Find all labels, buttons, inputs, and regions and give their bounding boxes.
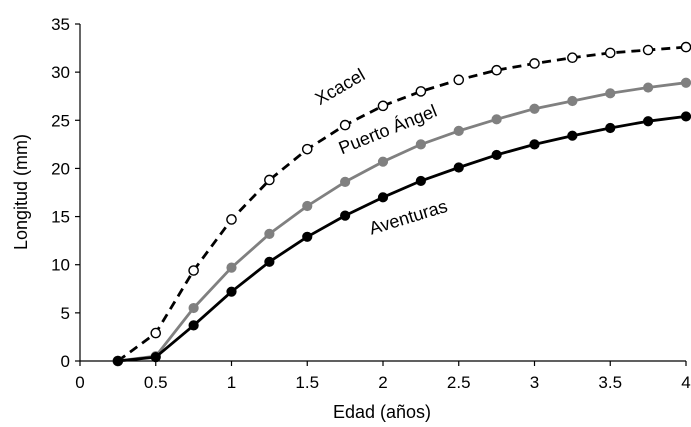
- data-point: [226, 214, 237, 225]
- data-point: [340, 210, 351, 221]
- y-tick-label: 20: [51, 159, 70, 178]
- data-point: [150, 352, 161, 363]
- data-point: [491, 149, 502, 161]
- data-point: [415, 86, 427, 97]
- y-tick-label: 10: [51, 256, 70, 275]
- x-tick-label: 2.5: [447, 373, 471, 392]
- y-axis-title: Longitud (mm): [11, 134, 31, 250]
- data-point: [188, 302, 199, 314]
- data-point: [491, 64, 502, 76]
- data-point: [112, 355, 123, 367]
- x-tick-label: 1: [227, 373, 236, 392]
- data-point: [264, 228, 275, 240]
- data-point: [226, 286, 237, 297]
- y-ticks: 0 5 10 15 20 25 30 35: [51, 15, 80, 371]
- data-point: [604, 47, 616, 59]
- data-point: [339, 119, 351, 131]
- data-point: [188, 320, 199, 331]
- data-point: [377, 100, 389, 112]
- data-point: [567, 52, 578, 64]
- x-ticks: 0 0.5 1 1.5 2 2.5 3 3.5 4: [75, 361, 691, 392]
- x-tick-label: 2: [378, 373, 387, 392]
- data-point: [377, 192, 389, 203]
- y-tick-label: 5: [61, 304, 70, 323]
- x-tick-label: 1.5: [295, 373, 319, 392]
- x-tick-label: 3.5: [598, 373, 622, 392]
- series-label-aventuras: Aventuras: [367, 196, 450, 239]
- data-point: [643, 82, 654, 93]
- data-point: [415, 139, 426, 150]
- data-point: [680, 77, 691, 88]
- data-point: [567, 130, 578, 141]
- x-tick-label: 4: [681, 373, 690, 392]
- data-point: [529, 103, 540, 114]
- x-tick-label: 0: [75, 373, 84, 392]
- series-group: [112, 41, 691, 367]
- y-tick-label: 35: [51, 15, 70, 34]
- data-point: [605, 88, 616, 99]
- data-point: [453, 125, 464, 136]
- y-tick-label: 15: [51, 208, 70, 227]
- series-label-xcacel: Xcacel: [312, 65, 369, 109]
- data-point: [680, 111, 691, 122]
- data-point: [643, 116, 654, 127]
- labels-layer: Xcacel Puerto Ángel Aventuras: [312, 65, 450, 239]
- data-point: [188, 265, 199, 276]
- data-point: [302, 231, 313, 242]
- x-tick-label: 3: [530, 373, 539, 392]
- data-point: [302, 200, 313, 212]
- series-label-puerto-angel: Puerto Ángel: [336, 101, 440, 159]
- x-axis-title: Edad (años): [333, 402, 431, 422]
- axes: 0 0.5 1 1.5 2 2.5 3 3.5 4 0 5 10 15 20 25 30 35: [51, 15, 691, 392]
- data-point: [340, 176, 351, 188]
- data-point: [226, 262, 237, 273]
- data-point: [567, 95, 578, 107]
- data-point: [529, 58, 540, 69]
- series-line: [117, 81, 687, 363]
- x-tick-label: 0.5: [144, 373, 168, 392]
- data-point: [264, 174, 275, 186]
- y-tick-label: 30: [51, 63, 70, 82]
- data-point: [491, 114, 502, 125]
- series-line: [117, 45, 687, 363]
- data-point: [680, 41, 691, 53]
- data-point: [605, 122, 616, 134]
- y-tick-label: 0: [61, 352, 70, 371]
- data-point: [415, 175, 426, 187]
- data-point: [453, 162, 464, 173]
- series-layer: [112, 41, 691, 367]
- data-point: [301, 143, 313, 155]
- data-point: [529, 139, 540, 150]
- y-tick-label: 25: [51, 111, 70, 130]
- data-point: [264, 256, 275, 267]
- data-point: [453, 74, 465, 86]
- series-line: [117, 115, 687, 363]
- data-point: [642, 44, 654, 56]
- series-group: [112, 111, 691, 367]
- data-point: [150, 327, 162, 339]
- data-point: [377, 156, 389, 167]
